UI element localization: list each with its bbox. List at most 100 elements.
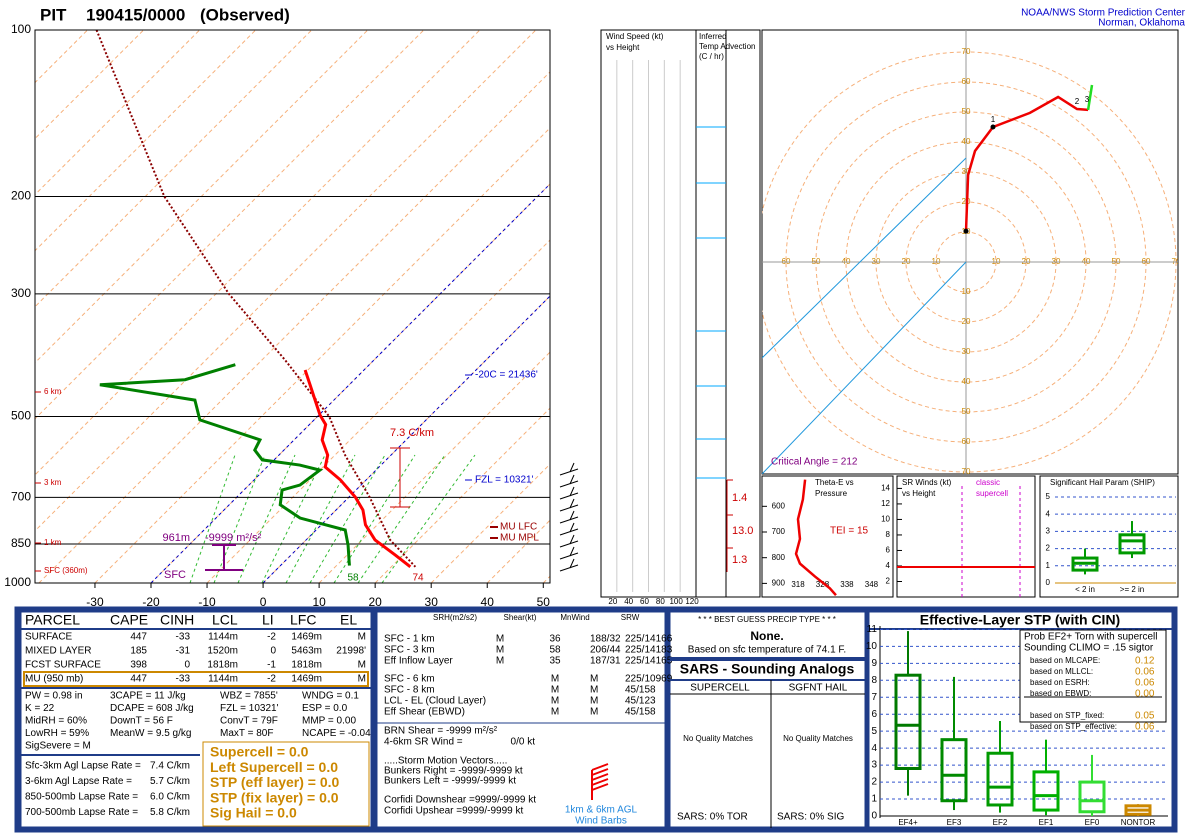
pressure-tick-label: 200 bbox=[11, 189, 31, 203]
label: 0.06 bbox=[1135, 667, 1155, 678]
height-marker: 6 km bbox=[44, 387, 62, 396]
tick-label: 700 bbox=[772, 527, 786, 536]
label: 961m bbox=[162, 532, 190, 544]
cell: 0 bbox=[184, 660, 190, 671]
lapse-value: 6.0 C/km bbox=[150, 792, 190, 803]
index: NCAPE = -0.04 bbox=[302, 728, 371, 739]
lapse-value: 5.7 C/km bbox=[150, 776, 190, 787]
skewt-frame bbox=[34, 29, 551, 584]
index: K = 22 bbox=[25, 703, 55, 714]
tick-label: 4 bbox=[886, 561, 891, 570]
label: Wind Barbs bbox=[575, 816, 627, 827]
label: SARS: 0% TOR bbox=[677, 812, 748, 823]
pressure-tick-label: 1000 bbox=[4, 575, 31, 589]
cell: 0 bbox=[270, 646, 276, 657]
column-header: LI bbox=[262, 612, 274, 628]
rule bbox=[591, 763, 609, 771]
label: Inferred bbox=[699, 32, 727, 41]
box bbox=[986, 751, 1014, 807]
label: -20C = 21436' bbox=[475, 370, 538, 381]
mixing-ratio bbox=[189, 454, 236, 583]
tick-label: 80 bbox=[656, 597, 665, 606]
cell: -33 bbox=[176, 674, 191, 685]
column-header: SRH(m2/s2) bbox=[433, 613, 477, 622]
cell: M bbox=[590, 674, 598, 685]
tick-label: 10 bbox=[866, 641, 878, 652]
tick-label: 3 bbox=[1046, 526, 1051, 535]
isotherm bbox=[486, 519, 550, 583]
label: based on MLCAPE: bbox=[1030, 656, 1100, 665]
rule bbox=[559, 552, 579, 560]
rule bbox=[569, 462, 575, 473]
cell: 36 bbox=[549, 634, 561, 645]
cell: M bbox=[590, 685, 598, 696]
temp-tick-label: 20 bbox=[368, 595, 382, 609]
index: FZL = 10321' bbox=[220, 703, 279, 714]
isotherm bbox=[542, 575, 550, 583]
pressure-tick-label: 500 bbox=[11, 409, 31, 423]
tick-label: 600 bbox=[772, 501, 786, 510]
label: based on ESRH: bbox=[1030, 678, 1090, 687]
label: SR Winds (kt) bbox=[902, 478, 952, 487]
column-header: SRW bbox=[621, 613, 640, 622]
index: SigSevere = M bbox=[25, 741, 91, 752]
index: DCAPE = 608 J/kg bbox=[110, 703, 194, 714]
category-label: >= 2 in bbox=[1120, 585, 1144, 594]
rule bbox=[559, 504, 579, 512]
tick-label: 20 bbox=[608, 597, 617, 606]
label: Pressure bbox=[815, 489, 848, 498]
cell: 1144m bbox=[208, 674, 238, 685]
category-label: NONTOR bbox=[1121, 818, 1156, 827]
tick-label: 2 bbox=[886, 577, 891, 586]
tick-label: 0 bbox=[1046, 578, 1051, 587]
station: PIT bbox=[40, 5, 67, 24]
tick-label: 2 bbox=[871, 777, 877, 788]
temp-tick-label: 40 bbox=[481, 595, 495, 609]
lapse-label: 700-500mb Lapse Rate = bbox=[25, 807, 138, 818]
skewt-plot bbox=[35, 30, 550, 583]
cell: -33 bbox=[176, 632, 191, 643]
row-label: SFC - 1 km bbox=[384, 634, 435, 645]
column-header: Shear(kt) bbox=[504, 613, 537, 622]
temp-tick-label: 0 bbox=[260, 595, 267, 609]
rule bbox=[569, 474, 575, 485]
panel bbox=[376, 611, 666, 828]
cell: SURFACE bbox=[25, 632, 73, 643]
cell: 225/14183 bbox=[625, 645, 673, 656]
cell: M bbox=[358, 632, 366, 643]
frame bbox=[896, 475, 1036, 598]
cell: -2 bbox=[267, 674, 276, 685]
column-header: PARCEL bbox=[25, 612, 80, 628]
label: MU LFC bbox=[500, 522, 537, 533]
label: Corfidi Downshear =9999/-9999 kt bbox=[384, 795, 536, 806]
tick-label: 8 bbox=[886, 530, 891, 539]
frame bbox=[1039, 475, 1179, 598]
lapse-value: 5.8 C/km bbox=[150, 807, 190, 818]
tick-label: 100 bbox=[669, 597, 683, 606]
index: MeanW = 9.5 g/kg bbox=[110, 728, 191, 739]
tick-label: 1 bbox=[1046, 561, 1051, 570]
isotherm bbox=[430, 463, 550, 583]
label: MU MPL bbox=[500, 533, 539, 544]
height-marker: SFC (360m) bbox=[44, 566, 88, 575]
mixing-ratio bbox=[309, 454, 386, 583]
tick-label: 9 bbox=[871, 658, 877, 669]
highlight bbox=[23, 671, 369, 687]
cell: 225/10969 bbox=[625, 674, 673, 685]
category-label: EF0 bbox=[1085, 818, 1100, 827]
panel bbox=[20, 611, 372, 828]
hodograph-plot: 1010101020202020303030304040404050505050… bbox=[762, 30, 1178, 474]
mixing-ratio bbox=[213, 454, 266, 583]
rule bbox=[569, 486, 575, 497]
isotherm bbox=[318, 351, 550, 583]
temp-tick-label: -10 bbox=[198, 595, 216, 609]
isotherm bbox=[35, 30, 369, 364]
height-marker: 3 km bbox=[44, 478, 62, 487]
row-label: Eff Shear (EBWD) bbox=[384, 707, 465, 718]
advection-value: 13.0 bbox=[732, 525, 753, 537]
cell: M bbox=[590, 707, 598, 718]
cell: FCST SURFACE bbox=[25, 660, 101, 671]
cell: 225/14165 bbox=[625, 656, 673, 667]
cell: MIXED LAYER bbox=[25, 646, 92, 657]
